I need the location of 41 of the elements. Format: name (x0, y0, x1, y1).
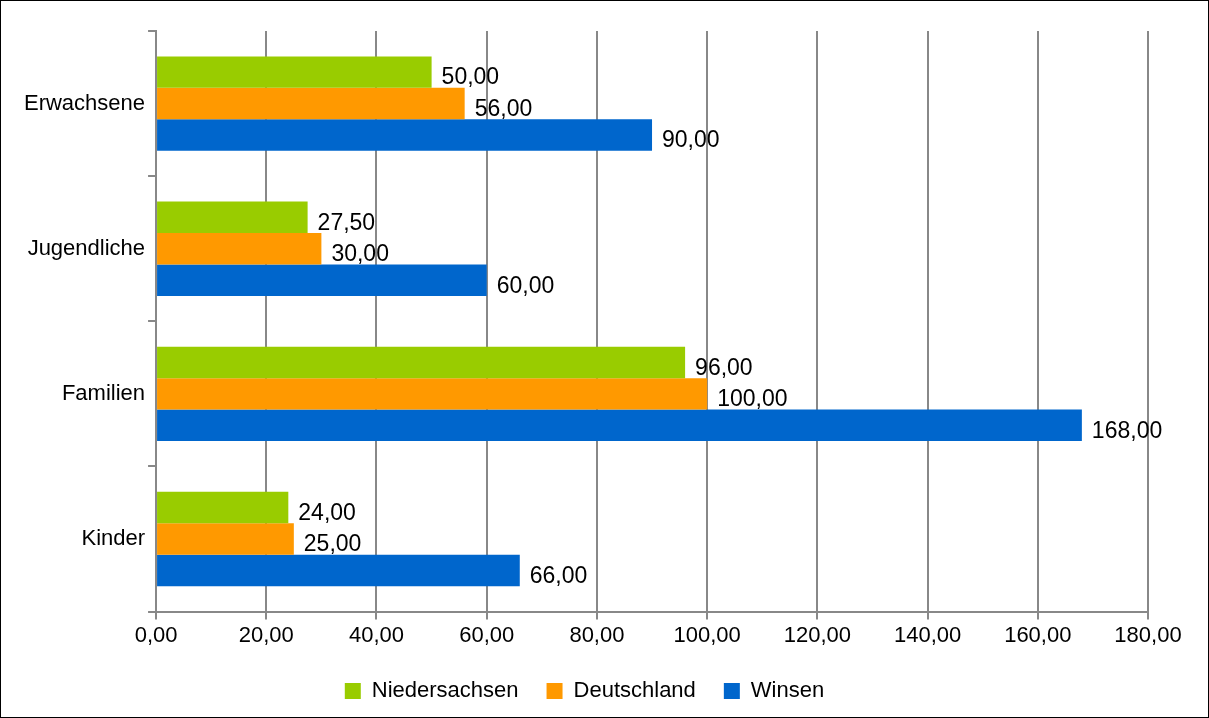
x-tick-label: 80,00 (569, 621, 625, 647)
data-label: 27,50 (317, 208, 376, 235)
x-tick-label: 120,00 (783, 621, 851, 647)
x-tick-label: 140,00 (893, 621, 962, 647)
x-tick-label: 60,00 (459, 621, 515, 647)
data-label: 56,00 (474, 94, 533, 121)
legend-label: Niedersachsen (371, 677, 519, 703)
bar (157, 233, 322, 265)
data-label: 24,00 (298, 498, 356, 525)
x-tick-label: 180,00 (1114, 621, 1182, 647)
bar (157, 119, 653, 151)
x-tick-label: 100,00 (673, 621, 741, 647)
data-label: 96,00 (695, 353, 753, 380)
legend-label: Deutschland (573, 677, 696, 703)
data-label: 50,00 (441, 63, 500, 90)
bar (157, 378, 708, 410)
data-label: 25,00 (303, 530, 362, 557)
x-tick-label: 160,00 (1004, 621, 1072, 647)
x-tick-label: 40,00 (348, 621, 405, 647)
bar (157, 523, 294, 555)
data-label: 30,00 (331, 240, 389, 267)
bar (157, 346, 686, 379)
data-label: 66,00 (529, 561, 588, 588)
y-tick-label: Jugendliche (27, 234, 146, 260)
legend-label: Winsen (750, 677, 825, 703)
bar (157, 409, 1082, 442)
y-tick-label: Kinder (81, 525, 146, 551)
x-tick-label: 0,00 (134, 621, 178, 647)
bar (157, 201, 308, 233)
y-tick-label: Erwachsene (23, 89, 146, 115)
bar (157, 264, 487, 296)
y-tick-label: Familien (61, 379, 146, 405)
bar (157, 87, 465, 120)
bar (157, 56, 432, 88)
x-tick-label: 20,00 (238, 621, 294, 647)
bar (157, 491, 289, 524)
bar (157, 554, 520, 587)
data-label: 168,00 (1091, 416, 1163, 443)
data-label: 100,00 (717, 385, 788, 412)
data-label: 60,00 (496, 271, 555, 298)
data-label: 90,00 (662, 126, 720, 153)
